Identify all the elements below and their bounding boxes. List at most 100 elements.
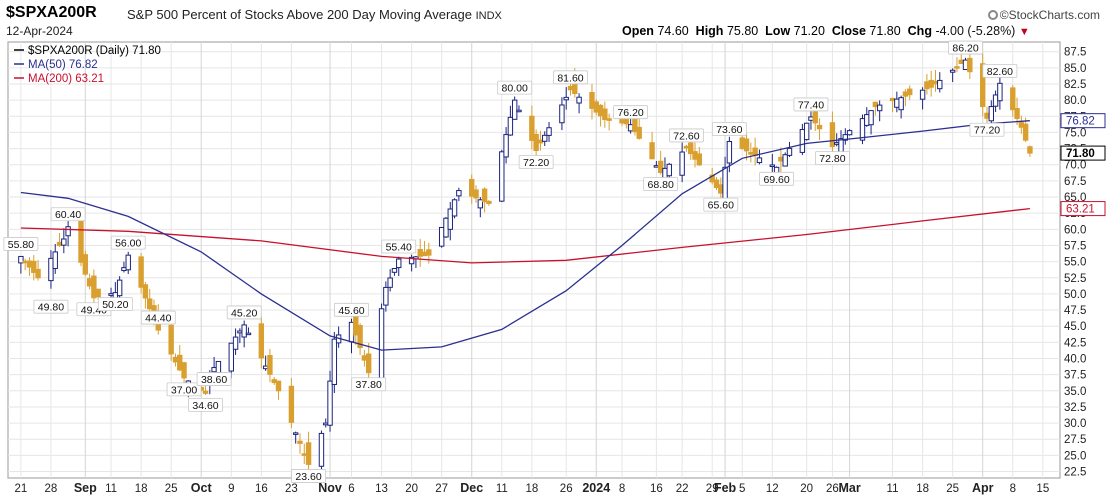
price-annotation-box xyxy=(381,239,417,254)
candle-body xyxy=(507,116,514,136)
x-tick-label: 21 xyxy=(14,483,27,495)
price-annotation: 72.60 xyxy=(673,130,699,142)
candle-body xyxy=(22,260,28,264)
chg-label: Chg xyxy=(907,24,932,38)
y-tick-label: 22.5 xyxy=(1064,467,1086,479)
candle-body xyxy=(327,380,333,426)
candle-body xyxy=(984,112,990,119)
candle-body xyxy=(318,432,325,467)
candle-body xyxy=(438,226,445,247)
price-annotation-box xyxy=(334,302,369,317)
price-annotation-box xyxy=(518,155,554,169)
candle-body xyxy=(769,164,776,167)
candle-body xyxy=(949,69,956,73)
candle-body xyxy=(808,116,814,121)
candle-body xyxy=(262,365,269,370)
candle-body xyxy=(542,134,548,142)
price-annotation: 77.40 xyxy=(798,99,824,111)
candle-body xyxy=(958,59,964,64)
candle-body xyxy=(481,188,488,203)
candle-body xyxy=(292,432,299,435)
plot-area xyxy=(7,41,1061,479)
candle-body xyxy=(954,66,960,69)
close-label: Close xyxy=(831,24,866,38)
x-tick-label: 16 xyxy=(650,483,663,495)
x-tick-label: 5 xyxy=(739,483,745,495)
x-tick-label: 6 xyxy=(348,483,354,495)
candle-body xyxy=(988,106,994,122)
price-annotation: 68.80 xyxy=(648,179,674,191)
y-tick-label: 80.0 xyxy=(1064,95,1086,107)
price-annotation-box xyxy=(815,151,850,166)
candle-body xyxy=(713,179,720,188)
candle-body xyxy=(1010,87,1016,111)
candle-body xyxy=(606,118,612,121)
price-annotation: 77.20 xyxy=(974,125,1000,137)
candle-body xyxy=(499,151,505,202)
candle-body xyxy=(872,101,879,108)
price-annotation: 45.20 xyxy=(231,307,257,319)
candle-body xyxy=(894,98,900,108)
price-annotation-box xyxy=(166,382,202,397)
candle-body xyxy=(696,153,703,166)
candle-body xyxy=(18,255,24,264)
price-annotation-box xyxy=(33,299,69,314)
candle-body xyxy=(348,321,355,343)
candle-body xyxy=(636,126,642,139)
candle-body xyxy=(859,118,866,141)
watermark-text: ©StockCharts.com xyxy=(999,8,1100,22)
candle-body xyxy=(258,323,265,359)
last-value-label: 76.82 xyxy=(1066,116,1095,128)
x-tick-label: Sep xyxy=(74,481,97,495)
candle-body xyxy=(31,260,37,273)
price-annotation-box xyxy=(196,372,232,386)
x-tick-label: 25 xyxy=(946,483,959,495)
candle-body xyxy=(803,122,810,141)
price-annotation-box xyxy=(188,397,223,412)
y-tick-label: 70.0 xyxy=(1064,160,1086,172)
candle-body xyxy=(992,94,999,107)
legend-entry: MA(50) 76.82 xyxy=(28,59,98,71)
chart-header: $SPXA200R S&P 500 Percent of Stocks Abov… xyxy=(6,4,1106,44)
candle-body xyxy=(778,156,784,162)
x-tick-label: 11 xyxy=(496,483,508,495)
y-tick-label: 35.0 xyxy=(1064,386,1086,398)
candle-body xyxy=(937,79,943,90)
candle-body xyxy=(846,130,853,136)
candle-body xyxy=(288,385,295,423)
candle-body xyxy=(842,134,849,141)
candle-body xyxy=(529,115,535,141)
down-triangle-icon: ▼ xyxy=(1018,26,1030,38)
candle-body xyxy=(52,251,58,269)
candle-body xyxy=(533,133,539,152)
price-annotation: 34.60 xyxy=(192,400,218,412)
candle-body xyxy=(623,118,630,125)
price-annotation: 23.60 xyxy=(295,471,321,483)
price-annotation-box xyxy=(291,469,326,483)
legend-entry: MA(200) 63.21 xyxy=(28,73,104,85)
price-annotation: 56.00 xyxy=(115,238,141,250)
candle-body xyxy=(967,57,973,73)
candle-body xyxy=(121,267,127,272)
candle-body xyxy=(271,379,277,384)
candle-body xyxy=(898,97,904,111)
price-annotation: 60.40 xyxy=(55,209,81,221)
price-annotation: 76.20 xyxy=(617,107,643,119)
x-tick-label: 13 xyxy=(375,483,388,495)
x-tick-label: 26 xyxy=(826,483,839,495)
x-tick-label: 2024 xyxy=(582,481,610,495)
y-tick-label: 50.0 xyxy=(1064,289,1086,301)
candle-body xyxy=(756,157,763,164)
candle-body xyxy=(1018,122,1025,128)
candle-body xyxy=(116,279,123,297)
candle-body xyxy=(688,142,694,155)
symbol-title[interactable]: $SPXA200R xyxy=(6,4,97,21)
price-annotation-box xyxy=(759,171,795,186)
y-tick-label: 52.5 xyxy=(1064,273,1086,285)
candle-body xyxy=(567,85,574,91)
price-annotation-box xyxy=(497,80,533,95)
candle-body xyxy=(323,422,329,426)
x-tick-label: 8 xyxy=(619,483,625,495)
candle-body xyxy=(516,109,522,113)
